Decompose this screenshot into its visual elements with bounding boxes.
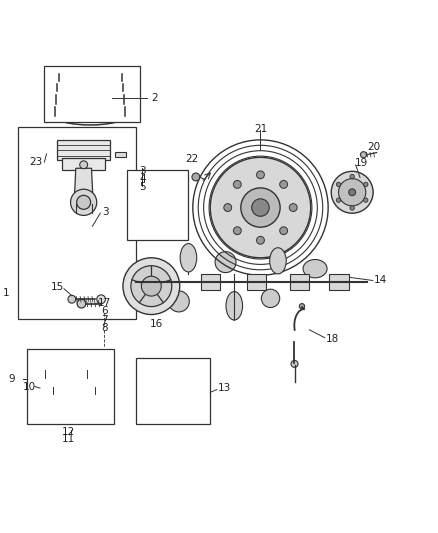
Text: 3: 3 [139,166,146,176]
Circle shape [257,171,265,179]
Bar [135,277,150,287]
Text: 6: 6 [101,306,107,316]
Circle shape [349,189,356,196]
Bar [18,127,136,319]
Circle shape [131,266,172,306]
Circle shape [331,171,373,213]
Text: 17: 17 [98,298,111,308]
Text: 3: 3 [102,207,109,217]
Circle shape [233,227,241,235]
Circle shape [289,204,297,212]
Circle shape [364,182,368,187]
Text: 10: 10 [22,382,35,392]
Text: 11: 11 [62,434,75,444]
Ellipse shape [303,260,327,278]
Text: 19: 19 [354,158,367,168]
Circle shape [360,152,367,158]
Circle shape [299,304,304,309]
Circle shape [210,157,311,258]
Text: 9: 9 [9,374,15,384]
Bar [201,274,220,289]
Ellipse shape [168,291,189,312]
Ellipse shape [215,252,236,272]
Bar [115,152,126,157]
Bar [44,66,141,123]
Circle shape [336,182,341,187]
Circle shape [71,189,97,215]
Text: 12: 12 [62,426,75,437]
Text: 2: 2 [151,93,158,103]
Bar [329,274,349,289]
Circle shape [233,181,241,188]
Text: 13: 13 [218,383,231,393]
Text: 14: 14 [374,274,387,285]
Bar [62,158,106,171]
Circle shape [257,236,265,244]
Bar [290,274,309,289]
Circle shape [339,179,366,206]
Circle shape [68,295,76,303]
Text: 23: 23 [29,157,42,167]
Circle shape [252,199,269,216]
Circle shape [291,360,298,367]
Bar [155,274,174,289]
Circle shape [192,173,200,181]
Circle shape [350,174,354,179]
Bar [136,358,210,424]
Text: 8: 8 [101,324,107,334]
Text: 15: 15 [51,282,64,292]
Ellipse shape [261,289,280,308]
Text: 5: 5 [139,182,146,192]
Circle shape [280,181,288,188]
Circle shape [224,204,232,212]
Bar [57,140,110,159]
Text: 1: 1 [3,288,10,298]
Circle shape [77,299,86,308]
Circle shape [280,227,288,235]
Bar [127,171,188,240]
Text: 7: 7 [101,315,107,325]
Circle shape [80,161,88,169]
Circle shape [350,206,354,210]
Text: 18: 18 [326,334,339,344]
Bar [247,274,266,289]
Circle shape [364,198,368,203]
Ellipse shape [180,244,197,272]
Text: 20: 20 [367,142,381,152]
Bar [27,350,114,424]
Text: 22: 22 [185,154,198,164]
Circle shape [123,258,180,314]
Circle shape [97,295,106,304]
Text: 4: 4 [139,174,146,184]
Circle shape [241,188,280,227]
Text: 16: 16 [150,319,163,329]
Polygon shape [74,168,93,205]
Circle shape [141,276,161,296]
Ellipse shape [226,292,243,320]
Text: 21: 21 [254,124,267,134]
Circle shape [336,198,341,203]
Ellipse shape [270,248,286,274]
Circle shape [77,195,91,209]
